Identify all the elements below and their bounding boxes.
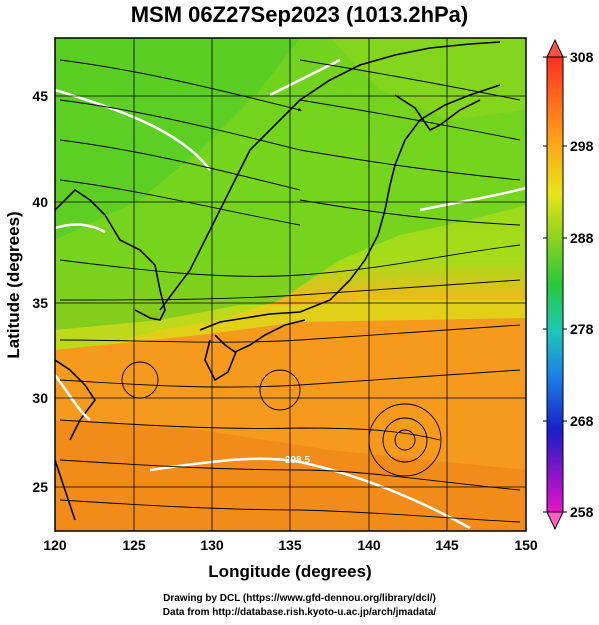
x-tick-label: 140 xyxy=(357,537,381,553)
colorbar-bottom-arrow xyxy=(546,511,564,531)
y-tick-label: 35 xyxy=(32,295,48,311)
y-tick-label: 30 xyxy=(32,390,48,406)
x-tick-label: 125 xyxy=(122,537,146,553)
credit-drawing: Drawing by DCL (https://www.gfd-dennou.o… xyxy=(163,593,436,604)
x-tick-label: 145 xyxy=(435,537,459,553)
coastlines xyxy=(55,41,501,521)
streamlines xyxy=(59,59,521,523)
map-title: MSM 06Z27Sep2023 (1013.2hPa) xyxy=(130,2,469,27)
x-tick-label: 135 xyxy=(278,537,302,553)
y-axis-title: Latitude (degrees) xyxy=(4,211,23,358)
x-axis-title: Longitude (degrees) xyxy=(208,562,371,581)
colorbar-tick-label: 258 xyxy=(570,504,594,520)
colorbar-tick-label: 268 xyxy=(570,413,594,429)
gridlines xyxy=(55,38,526,531)
colorbar-tick-label: 308 xyxy=(570,49,594,65)
colorbar-tick-label: 288 xyxy=(570,230,594,246)
y-tick-label: 40 xyxy=(32,194,48,210)
x-tick-label: 120 xyxy=(43,537,67,553)
colorbar-tick-label: 298 xyxy=(570,138,594,154)
x-tick-labels: 120 125 130 135 140 145 150 xyxy=(43,537,538,553)
credits: Drawing by DCL (https://www.gfd-dennou.o… xyxy=(0,592,599,620)
colorbar-tick-label: 278 xyxy=(570,321,594,337)
isotherm-contours xyxy=(55,58,526,530)
y-tick-labels: 45 40 35 30 25 xyxy=(32,88,48,495)
plot-frame xyxy=(54,37,527,532)
credit-data: Data from http://database.rish.kyoto-u.a… xyxy=(162,607,437,618)
colorbar-top-arrow xyxy=(546,38,564,58)
colorbar: 308 298 288 278 268 258 xyxy=(543,38,594,531)
y-tick-label: 25 xyxy=(32,479,48,495)
y-tick-label: 45 xyxy=(32,88,48,104)
contour-label: 298.5 xyxy=(285,455,310,466)
x-tick-label: 130 xyxy=(200,537,224,553)
x-tick-label: 150 xyxy=(514,537,538,553)
